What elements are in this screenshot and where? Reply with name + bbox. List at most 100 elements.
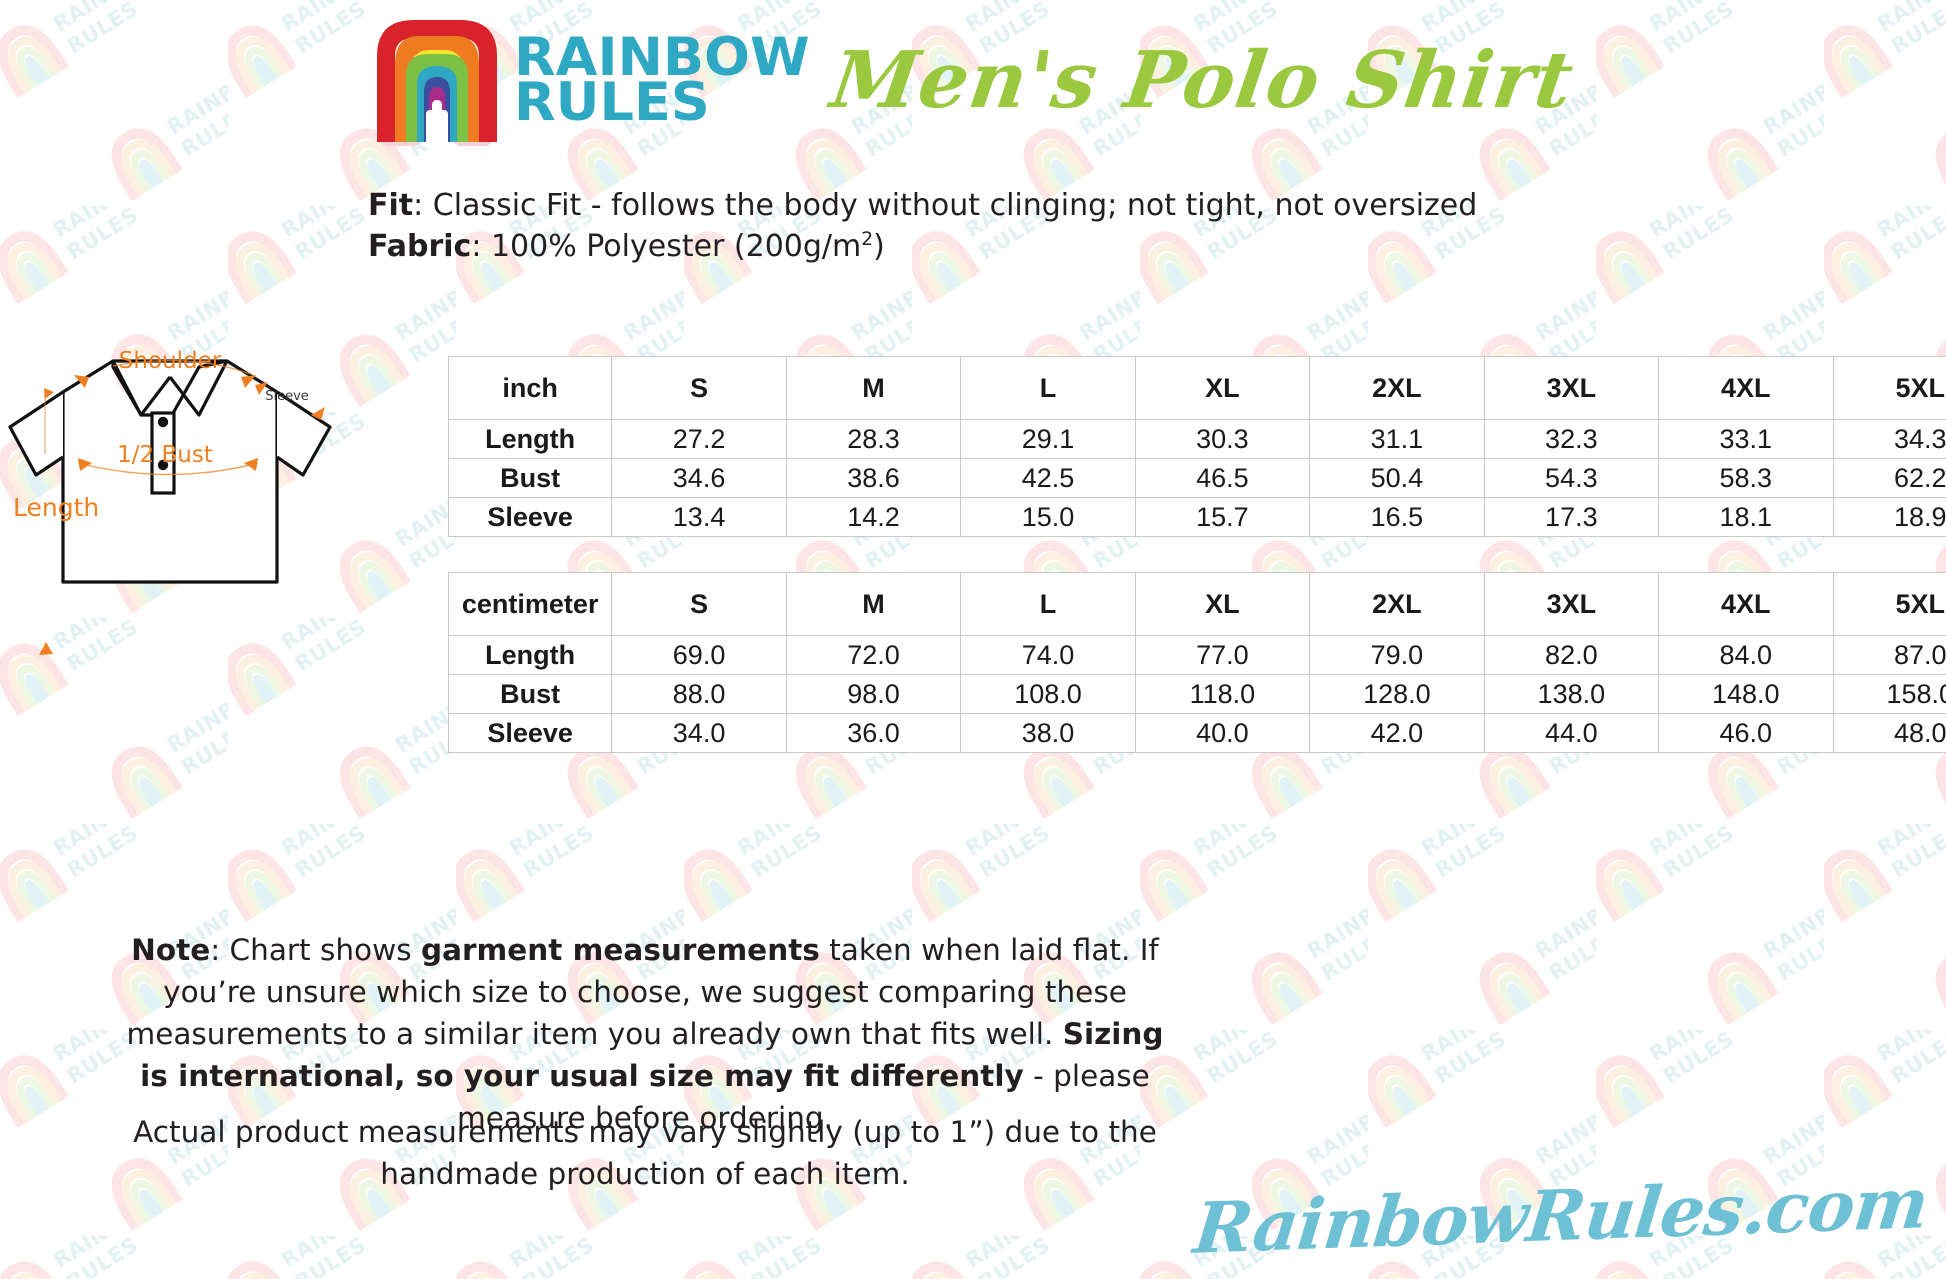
table-inch-head: inch S M L XL 2XL 3XL 4XL 5XL — [447, 356, 1946, 420]
cell-inch-bust-l: 42.5 — [960, 458, 1136, 498]
note-block: Note: Chart shows garment measurements t… — [110, 930, 1180, 1139]
cell-inch-length-5xl: 34.3 — [1832, 419, 1946, 459]
row-label-sleeve: Sleeve — [447, 497, 613, 537]
cell-cm-bust-4xl: 148.0 — [1658, 674, 1834, 714]
cell-inch-length-4xl: 33.1 — [1658, 419, 1834, 459]
fit-fabric-block: Fit: Classic Fit - follows the body with… — [368, 186, 1477, 268]
row-label-bust: Bust — [447, 674, 613, 714]
cell-cm-bust-xl: 118.0 — [1134, 674, 1311, 714]
cell-cm-length-xl: 77.0 — [1134, 635, 1311, 675]
cell-inch-sleeve-2xl: 16.5 — [1309, 497, 1485, 537]
cell-inch-bust-5xl: 62.2 — [1832, 458, 1946, 498]
cell-inch-length-m: 28.3 — [785, 419, 962, 459]
table-row: Sleeve 34.0 36.0 38.0 40.0 42.0 44.0 46.… — [447, 713, 1946, 753]
cell-cm-length-5xl: 87.0 — [1832, 635, 1946, 675]
fabric-label: Fabric — [368, 228, 472, 264]
diagram-label-sleeve: Sleeve — [265, 389, 309, 404]
page-title: Men's Polo Shirt — [825, 34, 1579, 126]
table-cm-head: centimeter S M L XL 2XL 3XL 4XL 5XL — [447, 572, 1946, 636]
table-inch-col-5xl: 5XL — [1832, 356, 1946, 420]
table-row: Bust 34.6 38.6 42.5 46.5 50.4 54.3 58.3 … — [447, 458, 1946, 498]
cell-inch-sleeve-s: 13.4 — [611, 497, 787, 537]
cell-cm-bust-l: 108.0 — [960, 674, 1136, 714]
cell-inch-sleeve-4xl: 18.1 — [1658, 497, 1834, 537]
cell-cm-length-l: 74.0 — [960, 635, 1136, 675]
table-inch-col-m: M — [785, 356, 962, 420]
table-inch-col-2xl: 2XL — [1309, 356, 1485, 420]
cell-inch-sleeve-xl: 15.7 — [1134, 497, 1311, 537]
fit-line: Fit: Classic Fit - follows the body with… — [368, 186, 1477, 227]
table-cm-col-3xl: 3XL — [1483, 572, 1660, 636]
note-label: Note — [131, 933, 211, 967]
rainbow-arch-icon — [376, 20, 497, 146]
row-label-bust: Bust — [447, 458, 613, 498]
fabric-value-sup: 2 — [861, 228, 874, 250]
brand-wordmark-line2: RULES — [513, 72, 710, 133]
table-cm-body: Length 69.0 72.0 74.0 77.0 79.0 82.0 84.… — [447, 635, 1946, 753]
fit-value: : Classic Fit - follows the body without… — [413, 188, 1478, 223]
table-row: Length 27.2 28.3 29.1 30.3 31.1 32.3 33.… — [447, 419, 1946, 459]
table-inch-col-3xl: 3XL — [1483, 356, 1660, 420]
table-cm-col-5xl: 5XL — [1832, 572, 1946, 636]
diagram-label-half-bust: 1/2 Bust — [117, 442, 213, 468]
cell-inch-bust-xl: 46.5 — [1134, 458, 1311, 498]
diagram-label-length: Length — [13, 493, 99, 522]
page-header: RAINBOW RULES Men's Polo Shirt — [0, 0, 1946, 160]
table-inch-col-s: S — [611, 356, 787, 420]
cell-inch-bust-4xl: 58.3 — [1658, 458, 1834, 498]
cell-inch-bust-m: 38.6 — [785, 458, 962, 498]
cell-inch-sleeve-m: 14.2 — [785, 497, 962, 537]
table-header-row: centimeter S M L XL 2XL 3XL 4XL 5XL — [447, 572, 1946, 636]
cell-cm-bust-3xl: 138.0 — [1483, 674, 1660, 714]
note-seg1: : Chart shows — [210, 933, 421, 967]
cell-inch-length-3xl: 32.3 — [1483, 419, 1660, 459]
cell-inch-length-s: 27.2 — [611, 419, 787, 459]
cell-cm-sleeve-m: 36.0 — [785, 713, 962, 753]
table-cm-unit-header: centimeter — [447, 572, 613, 636]
cell-inch-length-l: 29.1 — [960, 419, 1136, 459]
table-cm-col-s: S — [611, 572, 787, 636]
cell-inch-length-2xl: 31.1 — [1309, 419, 1485, 459]
table-inch-col-xl: XL — [1134, 356, 1311, 420]
size-table-inch: inch S M L XL 2XL 3XL 4XL 5XL Length 27.… — [447, 356, 1946, 537]
table-cm-col-2xl: 2XL — [1309, 572, 1485, 636]
cell-cm-sleeve-xl: 40.0 — [1134, 713, 1311, 753]
cell-inch-bust-3xl: 54.3 — [1483, 458, 1660, 498]
table-row: Length 69.0 72.0 74.0 77.0 79.0 82.0 84.… — [447, 635, 1946, 675]
cell-cm-length-m: 72.0 — [785, 635, 962, 675]
note-bold1: garment measurements — [420, 933, 820, 967]
fabric-line: Fabric: 100% Polyester (200g/m2) — [368, 227, 1477, 268]
row-label-length: Length — [447, 635, 613, 675]
row-label-length: Length — [447, 419, 613, 459]
cell-cm-bust-s: 88.0 — [611, 674, 787, 714]
table-inch-body: Length 27.2 28.3 29.1 30.3 31.1 32.3 33.… — [447, 419, 1946, 537]
cell-cm-sleeve-3xl: 44.0 — [1483, 713, 1660, 753]
cell-cm-sleeve-2xl: 42.0 — [1309, 713, 1485, 753]
table-row: Sleeve 13.4 14.2 15.0 15.7 16.5 17.3 18.… — [447, 497, 1946, 537]
polo-shirt-measurement-diagram: Shoulder Sleeve 1/2 Bust Length — [8, 348, 332, 655]
table-cm-col-m: M — [785, 572, 962, 636]
site-url-signature: RainbowRules.com — [1190, 1161, 1932, 1270]
brand-lockup: RAINBOW RULES — [374, 14, 809, 146]
cell-cm-length-3xl: 82.0 — [1483, 635, 1660, 675]
cell-cm-bust-5xl: 158.0 — [1832, 674, 1946, 714]
cell-inch-sleeve-l: 15.0 — [960, 497, 1136, 537]
size-table-centimeter: centimeter S M L XL 2XL 3XL 4XL 5XL Leng… — [447, 572, 1946, 753]
diagram-label-shoulder: Shoulder — [119, 348, 222, 374]
cell-cm-sleeve-4xl: 46.0 — [1658, 713, 1834, 753]
cell-inch-length-xl: 30.3 — [1134, 419, 1311, 459]
table-header-row: inch S M L XL 2XL 3XL 4XL 5XL — [447, 356, 1946, 420]
cell-cm-length-4xl: 84.0 — [1658, 635, 1834, 675]
variance-note: Actual product measurements may vary sli… — [133, 1115, 1157, 1191]
table-inch-col-4xl: 4XL — [1658, 356, 1834, 420]
cell-cm-sleeve-l: 38.0 — [960, 713, 1136, 753]
cell-cm-sleeve-s: 34.0 — [611, 713, 787, 753]
fabric-value-pre: : 100% Polyester (200g/m — [471, 228, 862, 264]
cell-cm-sleeve-5xl: 48.0 — [1832, 713, 1946, 753]
table-inch-col-l: L — [960, 356, 1136, 420]
fabric-value-post: ) — [873, 228, 885, 264]
cell-inch-sleeve-5xl: 18.9 — [1832, 497, 1946, 537]
cell-inch-bust-s: 34.6 — [611, 458, 787, 498]
table-row: Bust 88.0 98.0 108.0 118.0 128.0 138.0 1… — [447, 674, 1946, 714]
table-cm-col-l: L — [960, 572, 1136, 636]
